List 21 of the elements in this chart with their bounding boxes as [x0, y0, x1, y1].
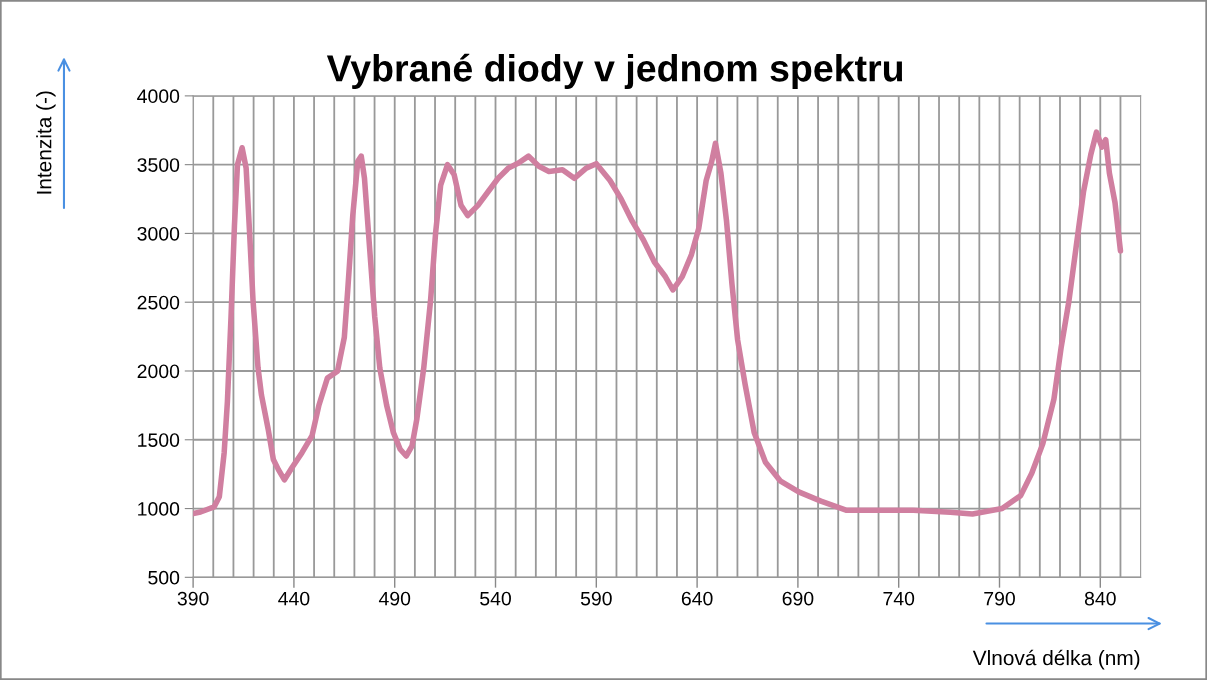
- y-tick-label: 500: [148, 570, 180, 585]
- x-tick-label: 640: [681, 591, 713, 606]
- x-tick-label: 590: [580, 591, 612, 606]
- x-tick-label: 840: [1084, 591, 1116, 606]
- x-tick-label: 440: [278, 591, 310, 606]
- y-tick-label: 3500: [137, 158, 180, 172]
- chart-title: Vybrané diody v jednom spektru: [326, 53, 903, 90]
- x-tick-label: 540: [480, 591, 511, 606]
- x-axis-title: Vlnová délka (nm): [972, 649, 1140, 670]
- y-tick-label: 2500: [137, 295, 180, 310]
- y-tick-label: 1000: [138, 502, 180, 516]
- x-tick-label: 490: [378, 591, 411, 606]
- x-tick-label: 390: [177, 591, 209, 606]
- x-tick-label: 740: [883, 591, 915, 606]
- y-axis-title: Intenzita (-): [36, 91, 56, 194]
- y-tick-label: 2000: [137, 364, 180, 379]
- y-tick-label: 1500: [138, 433, 180, 447]
- y-tick-label: 3000: [137, 226, 180, 241]
- x-tick-label: 790: [984, 591, 1015, 606]
- x-tick-label: 690: [782, 591, 814, 606]
- y-tick-label: 4000: [137, 89, 180, 104]
